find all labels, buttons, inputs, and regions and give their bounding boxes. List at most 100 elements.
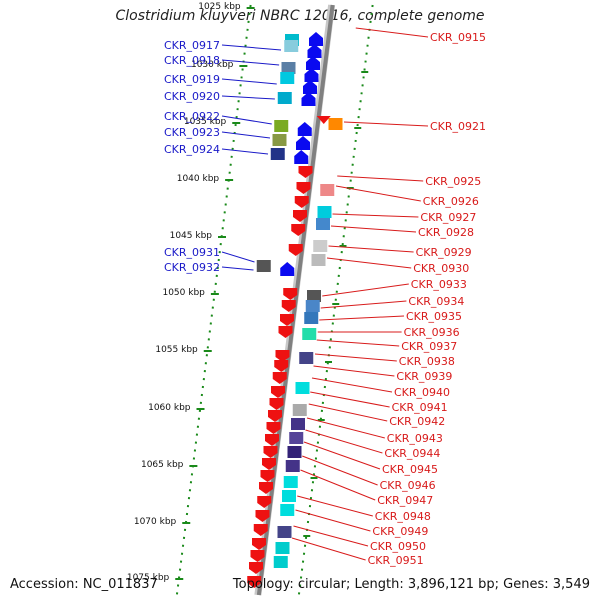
- reverse-gene-arrow: [296, 136, 310, 150]
- forward-gene-arrow: [274, 360, 289, 372]
- gene-block: [284, 40, 299, 52]
- scale-label: 1055 kbp: [155, 345, 198, 355]
- gene-block: [295, 382, 310, 394]
- forward-gene-leader: [303, 441, 381, 470]
- gene-block: [313, 240, 328, 252]
- forward-gene-arrow: [296, 182, 311, 194]
- forward-gene-arrow: [269, 398, 284, 410]
- forward-gene-arrow: [278, 326, 293, 338]
- forward-gene-label: CKR_0934: [408, 295, 464, 308]
- gene-block: [292, 404, 307, 416]
- forward-gene-label: CKR_0925: [425, 175, 481, 188]
- gene-block: [277, 526, 292, 538]
- gene-block: [273, 556, 288, 568]
- forward-gene-arrow: [316, 116, 331, 124]
- reverse-gene-leader: [221, 131, 271, 139]
- gene-block: [291, 418, 305, 430]
- outer-dotted-track: [297, 4, 374, 596]
- reverse-gene-leader: [221, 148, 269, 155]
- gene-block: [282, 490, 296, 502]
- gene-block: [277, 92, 292, 104]
- reverse-gene-arrow: [301, 92, 316, 106]
- forward-gene-label: CKR_0944: [384, 447, 440, 460]
- forward-gene-label: CKR_0951: [368, 554, 424, 567]
- scale-label: 1030 kbp: [191, 60, 234, 70]
- forward-gene-leader: [328, 245, 414, 253]
- reverse-gene-label: CKR_0932: [164, 261, 220, 274]
- gene-block: [307, 290, 321, 302]
- scale-label: 1025 kbp: [198, 2, 241, 12]
- reverse-gene-leader: [221, 44, 282, 51]
- forward-gene-arrow: [255, 510, 270, 522]
- forward-gene-leader: [308, 403, 388, 422]
- gene-block: [285, 460, 300, 472]
- forward-gene-label: CKR_0927: [420, 211, 476, 224]
- forward-gene-arrow: [293, 210, 307, 222]
- forward-gene-arrow: [272, 372, 287, 384]
- forward-gene-label: CKR_0921: [430, 120, 486, 133]
- forward-gene-label: CKR_0938: [399, 355, 455, 368]
- forward-gene-leader: [335, 185, 421, 202]
- scale-label: 1040 kbp: [177, 174, 220, 184]
- gene-block: [317, 206, 332, 218]
- reverse-gene-label: CKR_0923: [164, 126, 220, 139]
- forward-gene-arrow: [253, 524, 268, 536]
- reverse-gene-leader: [221, 78, 277, 85]
- forward-gene-leader: [295, 509, 371, 532]
- forward-gene-leader: [322, 283, 409, 297]
- forward-gene-label: CKR_0915: [430, 31, 486, 44]
- forward-gene-arrow: [263, 446, 278, 458]
- gene-block: [283, 476, 298, 488]
- forward-gene-label: CKR_0933: [411, 278, 467, 291]
- forward-gene-arrow: [268, 410, 282, 422]
- forward-gene-arrow: [283, 288, 298, 300]
- gene-block: [304, 312, 319, 324]
- reverse-gene-label: CKR_0918: [164, 54, 220, 67]
- forward-gene-arrow: [298, 166, 313, 178]
- forward-gene-label: CKR_0945: [382, 463, 438, 476]
- forward-gene-arrow: [291, 224, 306, 236]
- gene-block: [289, 432, 304, 444]
- reverse-gene-label: CKR_0917: [164, 39, 220, 52]
- forward-gene-label: CKR_0940: [394, 386, 450, 399]
- reverse-gene-arrow: [309, 32, 323, 46]
- reverse-gene-label: CKR_0931: [164, 246, 220, 259]
- reverse-gene-arrow: [307, 44, 322, 58]
- forward-gene-label: CKR_0937: [401, 340, 457, 353]
- accession-label: Accession: NC_011837: [10, 577, 158, 592]
- forward-gene-label: CKR_0946: [380, 479, 436, 492]
- gene-block: [316, 218, 330, 230]
- forward-gene-leader: [300, 469, 376, 501]
- forward-gene-label: CKR_0941: [392, 401, 448, 414]
- scale-label: 1075 kbp: [127, 573, 170, 583]
- gene-block: [274, 120, 289, 132]
- reverse-gene-label: CKR_0919: [164, 73, 220, 86]
- reverse-gene-arrow: [294, 150, 309, 164]
- gene-block: [272, 134, 287, 146]
- reverse-gene-leader: [221, 266, 254, 271]
- forward-gene-arrow: [271, 386, 285, 398]
- forward-gene-arrow: [257, 496, 272, 508]
- topology-label: Topology: circular; Length: 3,896,121 bp…: [232, 577, 590, 592]
- reverse-gene-label: CKR_0920: [164, 90, 220, 103]
- scale-label: 1045 kbp: [170, 231, 213, 241]
- forward-gene-label: CKR_0950: [370, 540, 426, 553]
- reverse-gene-arrow: [306, 56, 320, 70]
- forward-gene-label: CKR_0928: [418, 226, 474, 239]
- gene-block: [302, 328, 317, 340]
- forward-gene-label: CKR_0949: [372, 525, 428, 538]
- forward-gene-label: CKR_0930: [413, 262, 469, 275]
- forward-gene-leader: [313, 365, 395, 377]
- forward-gene-leader: [337, 175, 424, 182]
- forward-gene-arrow: [294, 196, 309, 208]
- forward-gene-label: CKR_0942: [389, 415, 445, 428]
- reverse-gene-leader: [221, 95, 275, 100]
- gene-block: [305, 300, 320, 312]
- forward-gene-arrow: [250, 550, 265, 562]
- forward-gene-leader: [319, 315, 405, 321]
- scale-label: 1070 kbp: [134, 517, 177, 527]
- forward-gene-arrow: [249, 562, 263, 574]
- scale-label: 1050 kbp: [162, 288, 205, 298]
- forward-gene-leader: [320, 300, 407, 309]
